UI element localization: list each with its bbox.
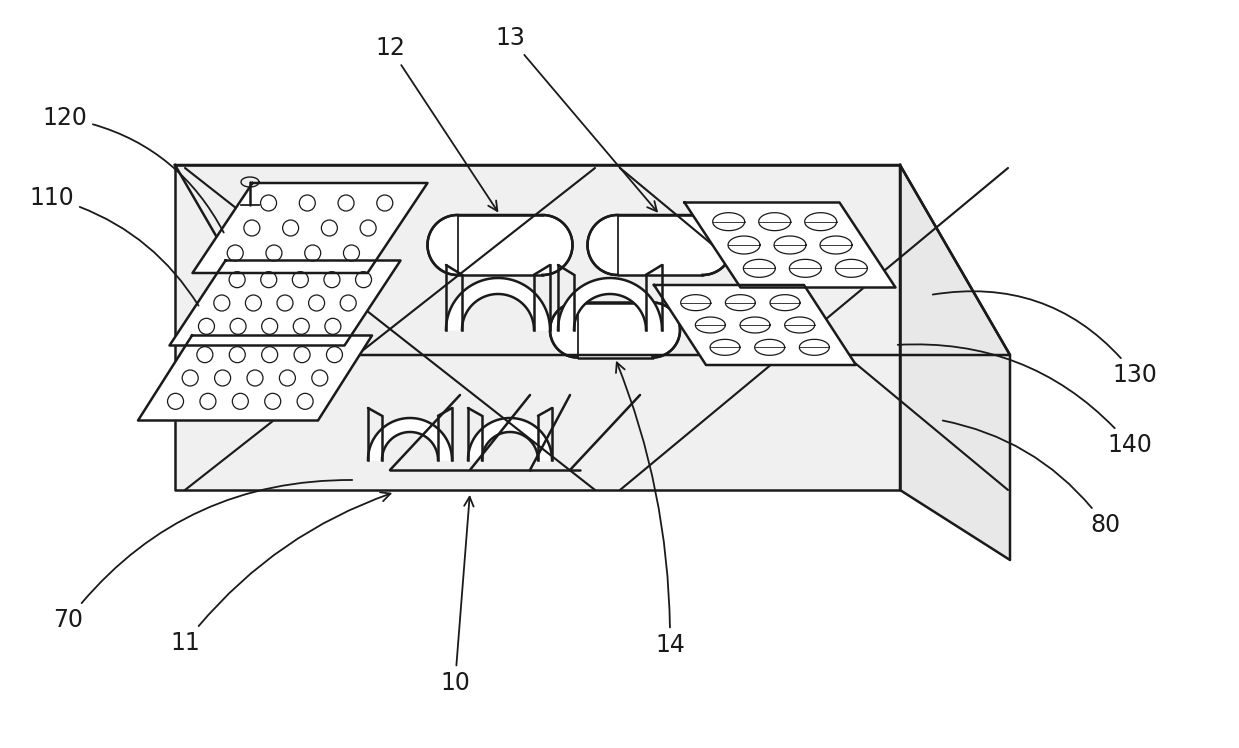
Polygon shape	[170, 260, 400, 346]
Text: 11: 11	[170, 492, 390, 655]
Polygon shape	[587, 215, 732, 275]
Polygon shape	[427, 215, 572, 275]
Text: 70: 70	[53, 480, 352, 632]
Text: 10: 10	[440, 497, 473, 695]
Polygon shape	[138, 336, 372, 420]
Polygon shape	[684, 203, 896, 287]
Polygon shape	[558, 278, 662, 330]
Polygon shape	[468, 418, 553, 460]
Text: 110: 110	[30, 186, 198, 306]
Polygon shape	[368, 418, 452, 460]
Polygon shape	[550, 302, 680, 358]
Polygon shape	[654, 285, 856, 365]
Text: 12: 12	[375, 36, 497, 211]
Text: 120: 120	[42, 106, 224, 233]
Text: 14: 14	[616, 363, 685, 657]
Text: 130: 130	[933, 291, 1157, 387]
Polygon shape	[900, 165, 1010, 560]
Text: 13: 13	[496, 26, 657, 212]
Polygon shape	[175, 165, 1010, 355]
Polygon shape	[446, 278, 550, 330]
Text: 80: 80	[943, 420, 1120, 537]
Polygon shape	[175, 165, 900, 490]
Polygon shape	[192, 183, 427, 273]
Text: 140: 140	[898, 344, 1152, 457]
